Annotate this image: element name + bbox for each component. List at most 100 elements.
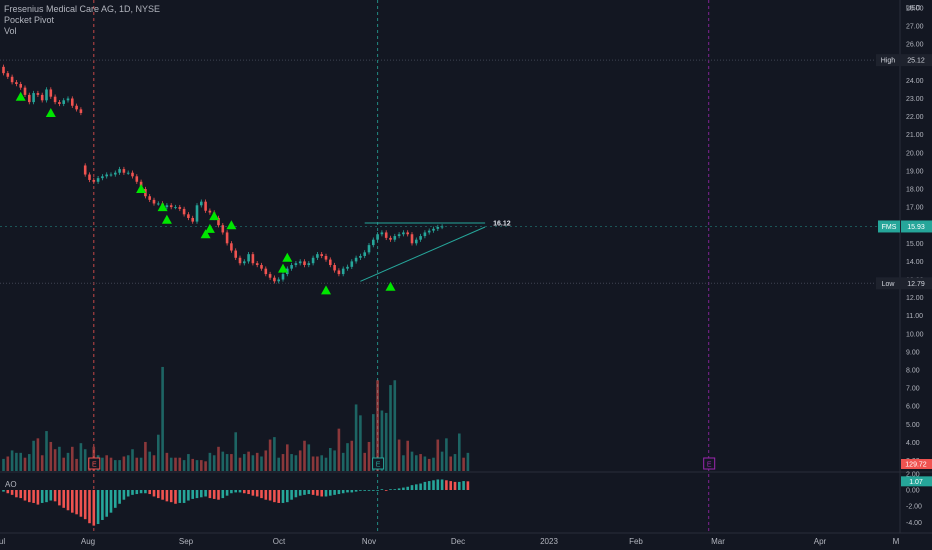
ao-bar [6,490,10,494]
candle-body [320,254,323,256]
candle-body [88,174,91,180]
candle-body [286,268,289,275]
candle-body [298,261,302,264]
candle-body [101,176,104,179]
candle-body [290,265,293,269]
volume-bar [436,439,440,471]
pocket-pivot-triangle [321,285,331,295]
price-tick-label: 22.00 [906,114,924,121]
ao-bar [243,490,246,494]
ao-bar [290,490,293,500]
legend-indicator-volume[interactable]: Vol [4,26,17,36]
candle-body [195,205,199,222]
ao-bar [462,481,465,490]
time-tick-label: Oct [273,537,286,546]
pocket-pivot-triangle [282,252,293,262]
ao-bar [15,490,18,498]
volume-bar [200,460,203,471]
ao-bar [402,487,405,490]
ao-bar [367,490,371,491]
time-tick-label: Nov [362,537,376,546]
volume-bar [419,454,422,471]
symbol-tag: FMS [882,224,897,231]
candle-body [238,257,242,264]
volume-bar [449,456,452,471]
ao-bar [204,490,207,497]
currency-label: USD [906,5,921,12]
ao-bar [320,490,323,497]
price-tick-label: 20.00 [906,150,924,157]
ao-bar [71,490,74,513]
candle-body [187,214,190,218]
ao-bar [187,490,190,501]
last-price-value: 15.93 [907,224,925,231]
volume-bar [152,455,156,471]
volume-bar [324,457,328,471]
ao-value-box [901,476,932,487]
candle-body [333,265,336,271]
price-tick-label: 18.00 [906,187,924,194]
price-tick-label: 12.00 [906,295,924,302]
volume-bar [66,452,70,471]
candle-body [243,261,246,264]
candle-body [131,172,134,177]
ao-bar [458,481,461,490]
legend-indicator-pocket-pivot[interactable]: Pocket Pivot [4,15,55,25]
volume-bar [333,450,336,471]
volume-bar [273,437,276,471]
ao-bar [122,490,126,500]
ao-bar [49,490,53,501]
candle-body [303,261,306,266]
time-tick-label: Aug [81,537,95,546]
candle-body [419,236,422,240]
price-tick-label: 21.00 [906,132,924,139]
price-tick-label: 10.00 [906,331,924,338]
ao-bar [32,490,35,503]
earnings-marker-label: E [92,462,97,469]
volume-bar [410,451,414,471]
candle-body [260,265,263,269]
ao-bar [212,490,216,499]
volume-bar [376,380,379,471]
candle-body [10,76,14,83]
volume-bar [230,454,233,471]
ao-bar [264,490,268,500]
ao-bar [346,490,349,493]
volume-bar [75,458,78,471]
candle-body [384,232,388,238]
price-tick-label: 14.00 [906,259,924,266]
candle-body [19,84,22,88]
volume-bar [281,454,285,471]
ao-bar [329,490,332,496]
candle-body [40,94,44,101]
volume-bar [384,412,388,471]
volume-bar [109,457,113,471]
ao-bar [376,490,379,491]
ao-bar [384,490,388,491]
volume-bar [260,456,263,471]
ao-bar [255,490,259,497]
price-tick-label: 9.00 [906,349,920,356]
candle-body [157,203,160,205]
candle-body [182,208,186,215]
candle-body [152,199,156,204]
candle-body [169,205,173,208]
price-tick-label: 6.00 [906,404,920,411]
volume-bar [101,457,104,471]
volume-bar [363,452,366,471]
legend-symbol[interactable]: Fresenius Medical Care AG, 1D, NYSE [4,4,161,14]
candle-body [126,172,130,174]
earnings-marker-label: E [376,462,381,469]
candle-body [28,94,31,103]
candle-body [23,87,27,95]
pocket-pivot-triangle [136,184,147,193]
ao-bar [234,490,237,493]
volume-bar [157,434,160,471]
price-tick-label: 7.00 [906,386,920,393]
volume-bar [298,450,302,471]
volume-bar [169,457,173,471]
candle-body [148,196,151,200]
volume-bar [114,460,117,471]
